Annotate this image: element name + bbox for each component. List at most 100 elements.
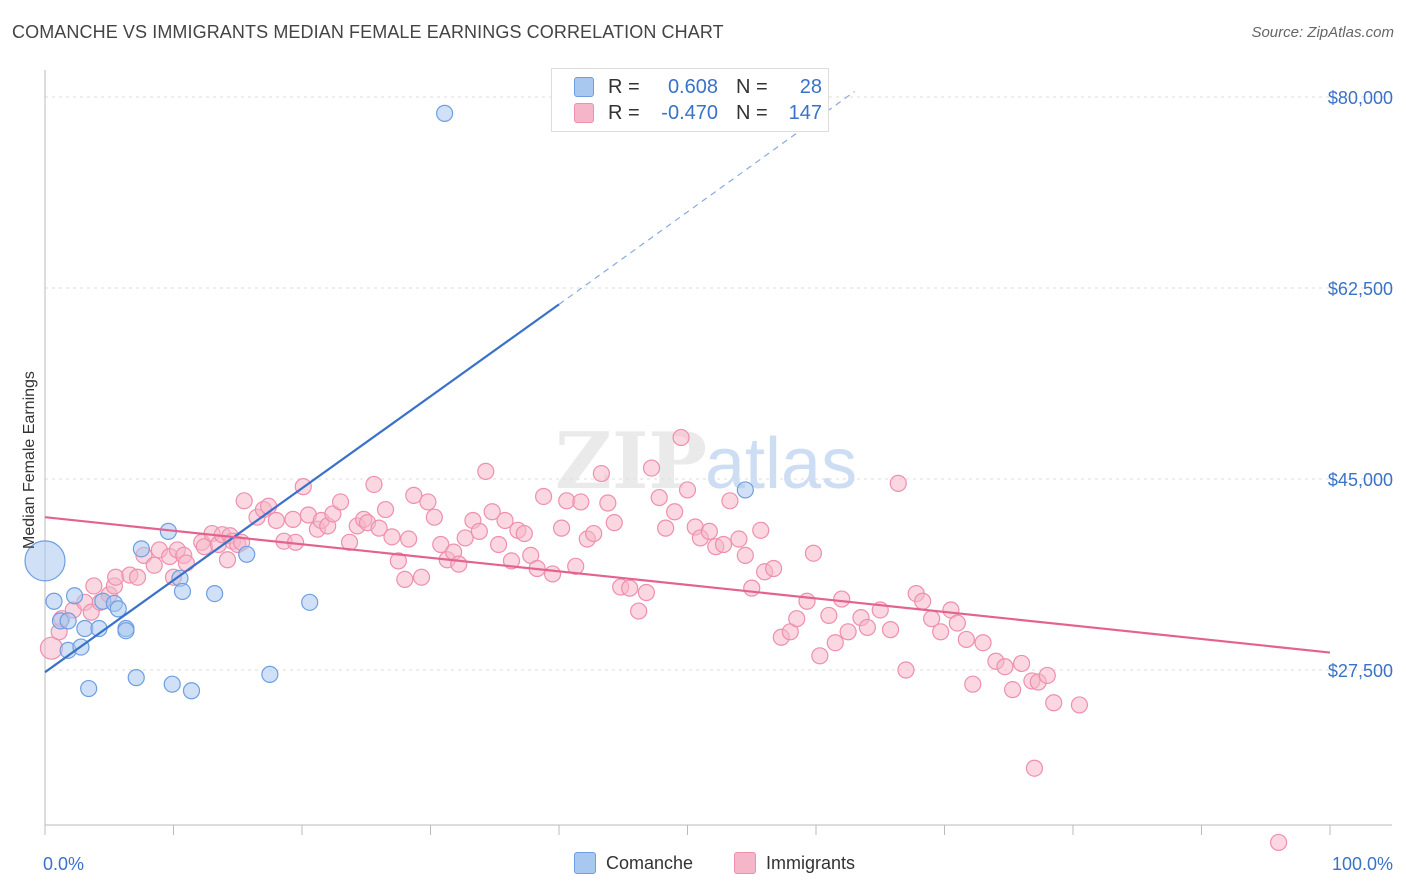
comanche-point — [173, 582, 192, 601]
immigrants-point — [235, 492, 253, 510]
comanche-point — [238, 545, 256, 563]
immigrants-point — [599, 494, 617, 512]
comanche-point — [436, 104, 454, 122]
immigrants-point — [957, 630, 975, 649]
immigrants-point — [425, 508, 443, 526]
watermark-atlas: atlas — [705, 424, 857, 504]
n-label: N = — [736, 75, 768, 98]
immigrants-point — [470, 522, 488, 540]
chart-title: COMANCHE VS IMMIGRANTS MEDIAN FEMALE EAR… — [12, 22, 724, 42]
immigrants-point — [396, 570, 414, 589]
immigrants-point — [490, 535, 508, 554]
immigrants-point — [85, 577, 103, 595]
immigrants-point — [1038, 666, 1056, 685]
legend-item-comanche[interactable]: Comanche — [574, 852, 693, 874]
immigrants-point — [889, 474, 907, 492]
comanche-point — [163, 675, 181, 693]
legend-label: Comanche — [606, 852, 694, 873]
immigrants-point — [370, 519, 388, 537]
immigrants-point — [1012, 654, 1031, 673]
immigrants-point — [107, 568, 125, 586]
immigrants-point — [630, 602, 648, 620]
immigrants-point — [405, 486, 423, 504]
legend-item-immigrants[interactable]: Immigrants — [734, 852, 855, 874]
immigrants-point — [324, 505, 342, 523]
comanche-point — [59, 612, 77, 630]
immigrants-point — [804, 544, 823, 562]
immigrants-point — [543, 565, 562, 583]
immigrants-trendline — [44, 516, 1331, 654]
immigrants-point — [331, 493, 350, 511]
comanche-point — [132, 540, 150, 558]
r-label: R = — [608, 101, 640, 124]
immigrants-point — [218, 551, 237, 569]
comanche-point — [182, 682, 201, 700]
immigrants-point — [552, 519, 571, 537]
r-label: R = — [608, 75, 640, 98]
comanche-point — [117, 622, 135, 640]
legend-row-comanche: R = 0.608 N = 28 — [574, 74, 822, 100]
immigrants-point — [932, 623, 950, 641]
immigrants-point — [432, 535, 450, 554]
immigrants-point — [515, 524, 533, 543]
comanche-trendline-extension — [558, 91, 855, 305]
comanche-point — [24, 540, 66, 582]
immigrants-point — [267, 511, 285, 530]
comanche-point — [80, 679, 98, 698]
immigrants-point — [914, 592, 932, 610]
immigrants-point — [567, 557, 585, 575]
comanche-swatch — [574, 852, 596, 874]
immigrants-point — [1004, 681, 1022, 699]
comanche-point — [45, 592, 63, 610]
x-tick-label: 0.0% — [43, 854, 84, 874]
n-value: 147 — [788, 101, 822, 124]
immigrants-point — [389, 552, 407, 570]
y-tick-label: $45,000 — [1328, 470, 1393, 490]
immigrants-point — [572, 493, 590, 511]
comanche-point — [109, 600, 127, 618]
immigrants-point — [798, 592, 816, 610]
immigrants-point — [881, 621, 900, 639]
immigrants-point — [483, 503, 501, 521]
immigrants-point — [450, 555, 468, 573]
immigrants-point — [650, 488, 668, 507]
immigrants-point — [721, 492, 739, 510]
immigrants-point — [948, 614, 966, 632]
immigrants-point — [964, 675, 982, 693]
immigrants-point — [897, 661, 915, 679]
comanche-swatch — [574, 77, 594, 97]
immigrants-point — [743, 579, 761, 597]
immigrants-point — [657, 519, 675, 537]
immigrants-point — [456, 529, 474, 547]
comanche-trendline — [44, 303, 560, 674]
x-tick-label: 100.0% — [1332, 854, 1393, 874]
legend-label: Immigrants — [766, 852, 856, 873]
comanche-point — [206, 584, 224, 603]
immigrants-point — [365, 475, 383, 494]
comanche-point — [736, 481, 754, 499]
immigrants-point — [585, 524, 603, 543]
legend-bottom: Comanche Immigrants — [0, 852, 1406, 878]
immigrants-point — [833, 590, 851, 608]
legend-row-immigrants: R = -0.470 N = 147 — [574, 100, 822, 126]
immigrants-point — [412, 568, 431, 586]
immigrants-point — [477, 462, 495, 480]
legend-stats-box: R = 0.608 N = 28 R = -0.470 N = 147 — [551, 68, 829, 132]
comanche-point — [127, 669, 145, 687]
immigrants-point — [666, 503, 684, 521]
immigrants-swatch — [574, 103, 594, 123]
immigrants-point — [284, 510, 302, 528]
comanche-point — [261, 665, 279, 683]
immigrants-point — [678, 481, 697, 499]
source-label: Source: ZipAtlas.com — [1251, 24, 1394, 41]
immigrants-point — [788, 610, 806, 628]
immigrants-point — [419, 493, 437, 511]
immigrants-point — [1269, 833, 1288, 852]
immigrants-point — [764, 559, 783, 578]
immigrants-point — [534, 487, 553, 506]
immigrants-swatch — [734, 852, 756, 874]
immigrants-point — [672, 428, 690, 447]
immigrants-point — [730, 530, 748, 548]
y-tick-label: $62,500 — [1328, 279, 1393, 299]
